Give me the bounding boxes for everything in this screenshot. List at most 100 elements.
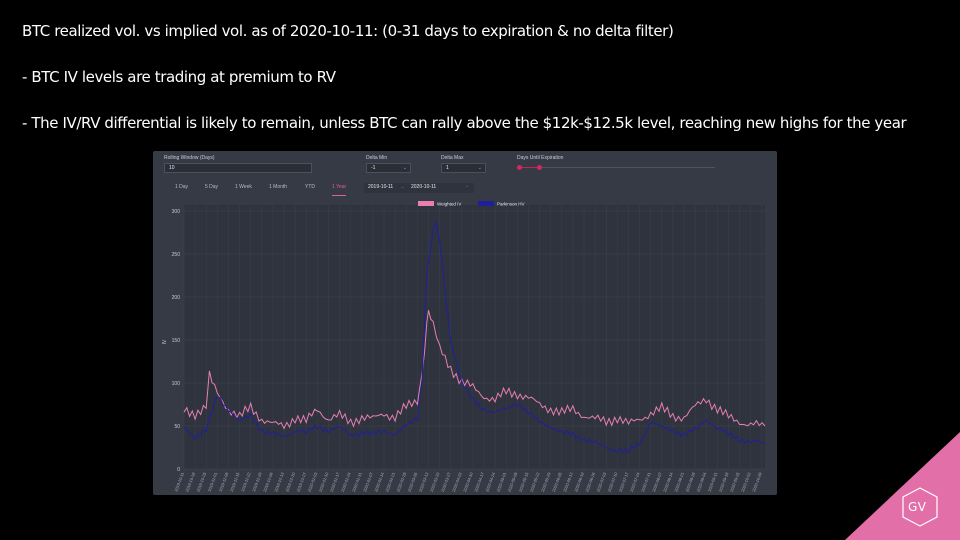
x-tick-label: 2020-05-08 <box>507 471 519 493</box>
y-tick-label: 0 <box>177 467 180 473</box>
days-expiration-label: Days Until Expiration <box>517 155 564 161</box>
gv-logo-text: GV <box>908 500 927 514</box>
slider-handle-min[interactable] <box>517 165 522 170</box>
legend-label: Parkinson HV <box>497 202 525 207</box>
slider-handle-max[interactable] <box>537 165 542 170</box>
legend-label: Weighted IV <box>437 202 461 207</box>
date-range-picker[interactable]: 2019-10-11 → 2020-10-11 ▫ <box>364 183 474 193</box>
x-tick-label: 2020-05-01 <box>495 471 507 493</box>
x-tick-label: 2020-07-17 <box>618 471 630 493</box>
y-axis-label: IV <box>162 339 168 344</box>
x-tick-label: 2020-07-24 <box>629 471 641 493</box>
date-from: 2019-10-11 <box>368 184 394 190</box>
x-tick-label: 2020-08-21 <box>673 471 685 493</box>
gv-logo-hexagon <box>902 487 938 527</box>
x-tick-label: 2020-04-24 <box>484 471 496 493</box>
delta-max-label: Delta Max <box>441 155 464 161</box>
tab-1-day[interactable]: 1 Day <box>175 184 189 190</box>
x-tick-label: 2020-09-11 <box>707 471 719 492</box>
delta-min-label: Delta Min <box>366 155 388 161</box>
delta-max-value: 1 <box>446 165 449 171</box>
x-tick-label: 2019-11-29 <box>251 471 263 492</box>
x-tick-label: 2020-06-12 <box>562 471 574 493</box>
legend-swatch <box>418 201 434 206</box>
y-tick-label: 300 <box>172 209 181 215</box>
tab-ytd[interactable]: YTD <box>305 184 315 190</box>
rolling-window-input[interactable]: 10 <box>164 163 312 173</box>
x-tick-label: 2020-10-09 <box>751 471 763 493</box>
series-line-weighted-iv <box>183 310 766 430</box>
y-tick-label: 250 <box>172 252 181 258</box>
bullet-differential: - The IV/RV differential is likely to re… <box>22 114 907 132</box>
x-tick-label: 2020-02-28 <box>395 471 407 493</box>
delta-max-select[interactable]: 1 ⌄ <box>441 163 486 173</box>
x-tick-label: 2020-02-14 <box>373 471 385 493</box>
x-tick-label: 2020-05-29 <box>540 471 552 493</box>
x-tick-label: 2020-07-03 <box>595 471 607 493</box>
bullet-iv-premium: - BTC IV levels are trading at premium t… <box>22 68 336 86</box>
x-tick-label: 2020-01-24 <box>340 471 352 493</box>
x-tick-label: 2020-06-05 <box>551 471 563 493</box>
days-expiration-range-fill <box>519 167 539 168</box>
x-tick-label: 2020-08-07 <box>651 471 663 493</box>
chevron-down-icon: ⌄ <box>477 165 482 171</box>
days-expiration-slider[interactable] <box>519 167 715 168</box>
x-tick-label: 2020-07-31 <box>640 471 652 493</box>
x-tick-label: 2019-12-27 <box>295 471 307 493</box>
x-tick-label: 2019-11-01 <box>207 471 219 492</box>
delta-min-value: -1 <box>371 165 376 171</box>
x-tick-label: 2019-12-20 <box>284 471 296 493</box>
plot-area <box>184 205 765 469</box>
x-tick-label: 2020-06-26 <box>584 471 596 493</box>
x-tick-label: 2020-01-10 <box>318 471 330 493</box>
x-tick-label: 2019-10-25 <box>195 471 207 493</box>
x-tick-label: 2020-09-25 <box>729 471 741 493</box>
x-tick-label: 2019-11-15 <box>229 471 241 492</box>
x-tick-label: 2019-11-08 <box>218 471 230 492</box>
x-tick-label: 2020-05-15 <box>518 471 530 493</box>
legend-swatch <box>478 201 494 206</box>
slide-title: BTC realized vol. vs implied vol. as of … <box>22 22 674 40</box>
x-tick-label: 2020-03-27 <box>440 471 452 493</box>
x-tick-label: 2020-03-13 <box>418 471 430 493</box>
x-tick-label: 2020-05-22 <box>529 471 541 493</box>
x-tick-label: 2019-12-06 <box>262 471 274 493</box>
calendar-icon: ▫ <box>466 184 468 190</box>
x-tick-label: 2020-03-20 <box>429 471 441 493</box>
rolling-window-label: Rolling Window (Days) <box>164 155 215 161</box>
x-tick-label: 2020-08-28 <box>684 471 696 493</box>
y-tick-label: 150 <box>172 338 181 344</box>
x-tick-label: 2020-06-19 <box>573 471 585 493</box>
x-tick-label: 2020-04-03 <box>451 471 463 493</box>
x-tick-label: 2020-01-03 <box>307 471 319 493</box>
y-tick-label: 100 <box>172 381 181 387</box>
x-tick-label: 2020-02-21 <box>384 471 396 493</box>
x-tick-label: 2019-12-13 <box>273 471 285 493</box>
x-tick-label: 2020-01-17 <box>329 471 341 493</box>
y-tick-label: 50 <box>174 424 180 430</box>
tab-1-month[interactable]: 1 Month <box>269 184 288 190</box>
delta-min-select[interactable]: -1 ⌄ <box>366 163 411 173</box>
series-line-parkinson-hv <box>183 221 766 454</box>
x-tick-label: 2019-11-22 <box>240 471 252 492</box>
tab-1-year[interactable]: 1 Year <box>332 184 347 190</box>
x-tick-label: 2020-07-10 <box>607 471 619 493</box>
tab-5-day[interactable]: 5 Day <box>205 184 219 190</box>
x-tick-label: 2020-04-10 <box>462 471 474 493</box>
x-tick-label: 2020-01-31 <box>351 471 363 493</box>
x-tick-label: 2020-04-17 <box>473 471 485 493</box>
x-tick-label: 2020-10-02 <box>740 471 752 493</box>
x-tick-label: 2020-02-07 <box>362 471 374 493</box>
tab-1-week[interactable]: 1 Week <box>235 184 252 190</box>
x-tick-label: 2019-10-11 <box>173 471 185 492</box>
date-range-separator: → <box>399 184 405 190</box>
x-tick-label: 2020-09-04 <box>696 471 708 493</box>
x-tick-label: 2020-03-06 <box>407 471 419 493</box>
x-tick-label: 2019-10-18 <box>184 471 196 493</box>
x-tick-label: 2020-08-14 <box>662 471 674 493</box>
y-tick-label: 200 <box>172 295 181 301</box>
date-to: 2020-10-11 <box>411 184 437 190</box>
x-tick-label: 2020-09-18 <box>718 471 730 493</box>
active-tab-indicator <box>332 195 346 196</box>
